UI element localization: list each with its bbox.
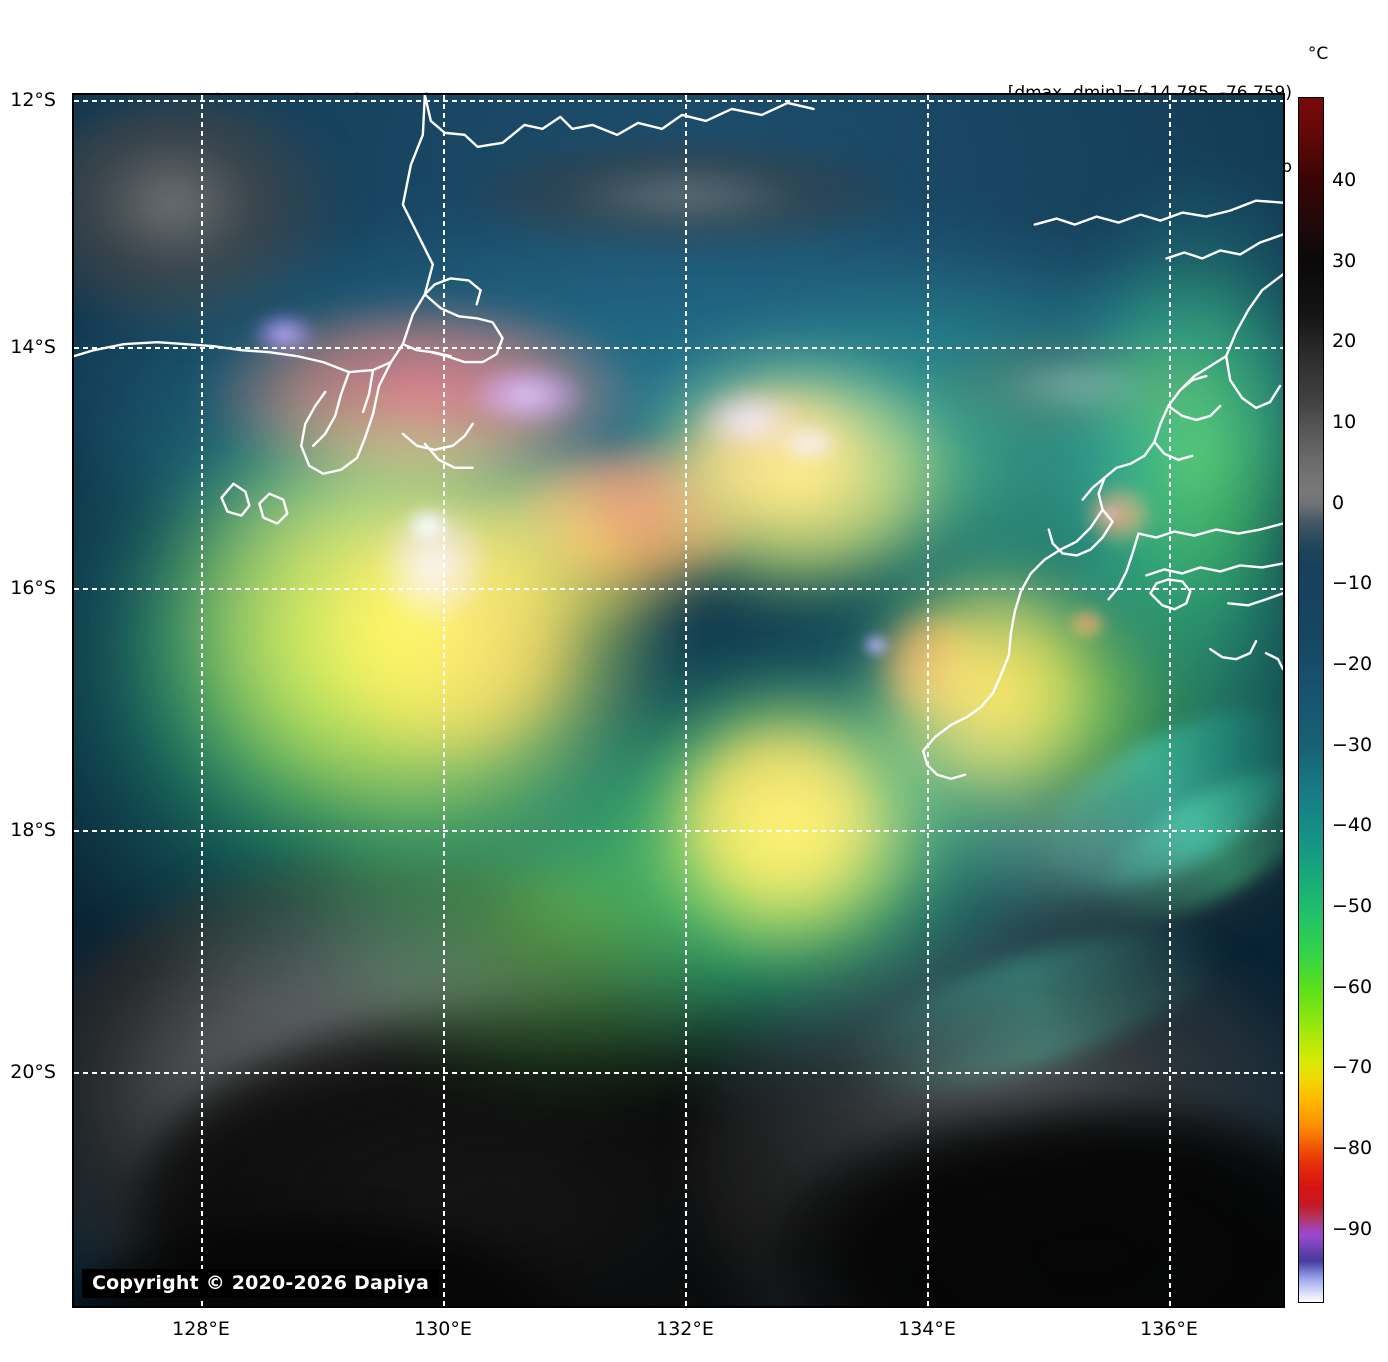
colorbar-tick-label: −10 [1332, 572, 1373, 594]
colorbar-tick-label: −70 [1332, 1056, 1373, 1078]
colorbar-tick-label: −30 [1332, 734, 1373, 756]
colorbar-tick-label: −40 [1332, 814, 1373, 836]
colorbar-tick-label: −50 [1332, 895, 1373, 917]
x-tick-label: 132°E [656, 1318, 714, 1340]
colorbar-tick-label: 10 [1332, 411, 1357, 433]
x-tick-label: 136°E [1140, 1318, 1198, 1340]
temperature-colorbar[interactable] [1298, 97, 1324, 1303]
colorbar-tick-label: −60 [1332, 976, 1373, 998]
colorbar-gradient [1299, 98, 1323, 1302]
colorbar-tick-label: 0 [1332, 492, 1345, 514]
copyright-label: Copyright © 2020-2026 Dapiya [82, 1269, 440, 1298]
x-tick-label: 134°E [898, 1318, 956, 1340]
colorbar-tick-label: −20 [1332, 653, 1373, 675]
y-tick-label: 18°S [10, 819, 56, 841]
y-tick-label: 16°S [10, 577, 56, 599]
infrared-imagery [74, 95, 1283, 1306]
colorbar-tick-label: 20 [1332, 330, 1357, 352]
y-tick-label: 12°S [10, 89, 56, 111]
y-tick-label: 20°S [10, 1061, 56, 1083]
y-tick-label: 14°S [10, 336, 56, 358]
colorbar-tick-label: −80 [1332, 1137, 1373, 1159]
x-tick-label: 130°E [414, 1318, 472, 1340]
colorbar-tick-label: −90 [1332, 1218, 1373, 1240]
colorbar-unit-label: °C [1307, 44, 1329, 64]
x-tick-label: 128°E [172, 1318, 230, 1340]
colorbar-tick-label: 30 [1332, 250, 1357, 272]
colorbar-tick-label: 40 [1332, 169, 1357, 191]
satellite-image-plot[interactable]: Copyright © 2020-2026 Dapiya [72, 93, 1285, 1308]
y-axis: 12°S 14°S 16°S 18°S 20°S [0, 0, 66, 1362]
